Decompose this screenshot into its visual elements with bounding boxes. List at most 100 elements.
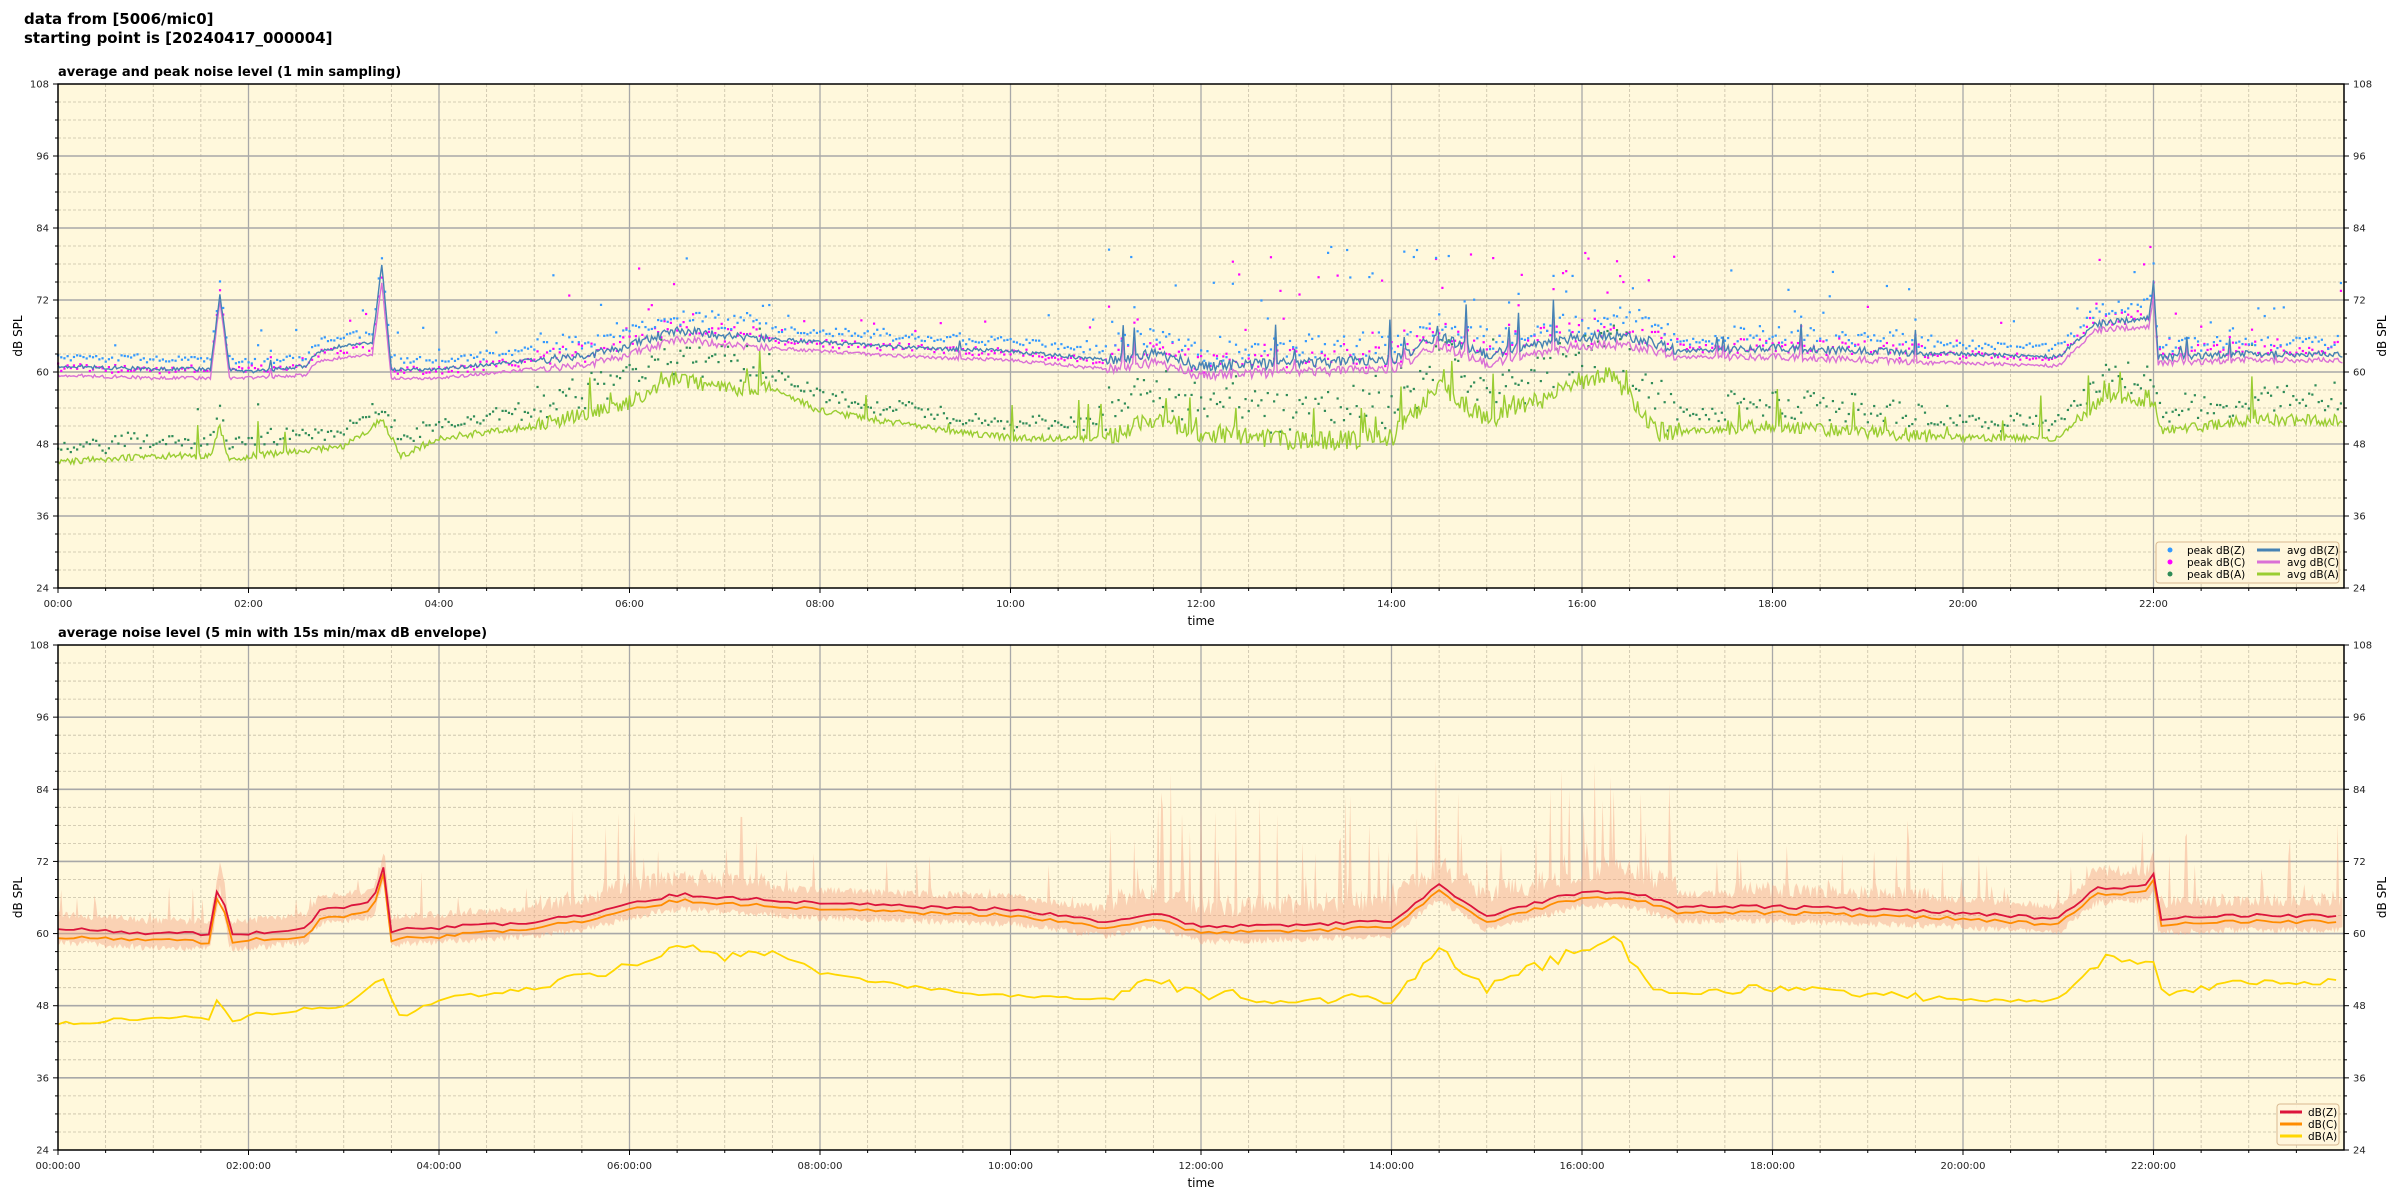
x-tick-label: 18:00: [1758, 599, 1787, 610]
peak-dba-point: [2073, 399, 2076, 403]
peak-dbz-point: [752, 320, 755, 323]
peak-dbc-point: [1374, 346, 1377, 349]
peak-dbc-point: [980, 352, 984, 355]
peak-dbc-point: [1704, 344, 1708, 347]
avg-dba-legend-label: avg dB(A): [2287, 569, 2339, 581]
peak-dba-point: [812, 394, 815, 397]
peak-dbc-point: [1657, 330, 1660, 333]
y-tick-label-right: 84: [2353, 224, 2366, 235]
peak-dbc-point: [552, 347, 555, 350]
peak-dbz-point: [1965, 347, 1968, 350]
peak-dbc-point: [2130, 315, 2133, 318]
peak-dbz-point: [374, 308, 377, 311]
peak-dbc-point: [1577, 324, 1581, 327]
peak-dbc-point: [590, 342, 593, 345]
peak-dbc-point: [1784, 343, 1787, 347]
peak-dbc-point: [1682, 343, 1685, 346]
peak-dbz-point: [1574, 315, 1577, 318]
peak-dbz-point: [895, 338, 898, 341]
peak-dbz-point: [1323, 343, 1327, 346]
peak-dba-point: [2311, 393, 2314, 396]
peak-dbz-point: [438, 348, 441, 351]
peak-dbz-point: [1749, 334, 1752, 337]
y-axis-label: dB SPL: [11, 315, 25, 357]
peak-dbc-point: [425, 371, 428, 374]
peak-dba-point: [863, 403, 866, 407]
peak-dbz-point: [844, 327, 847, 331]
peak-dbc-point: [1292, 347, 1295, 350]
peak-dbz-point: [1768, 337, 1771, 340]
peak-dba-point: [1727, 394, 1730, 397]
peak-dbz-point: [584, 342, 587, 345]
peak-dbz-point: [1371, 272, 1374, 275]
peak-dbz-point: [971, 339, 974, 343]
peak-dba-point: [1895, 421, 1898, 424]
peak-dba-point: [2273, 409, 2276, 412]
peak-dbz-point: [879, 334, 882, 337]
peak-dbc-point: [1568, 322, 1571, 325]
peak-dba-point: [2304, 404, 2308, 407]
peak-dba-point: [1060, 423, 1063, 427]
peak-dbz-point: [1720, 336, 1723, 339]
peak-dbc-point: [622, 336, 625, 339]
peak-dbc-point: [672, 283, 676, 286]
peak-dbc-point: [1111, 352, 1114, 355]
peak-dbc-point: [358, 342, 361, 345]
peak-dbc-point: [2146, 317, 2149, 320]
peak-dbz-point: [1038, 339, 1041, 342]
peak-dba-point: [2174, 408, 2177, 411]
peak-dba-point: [692, 361, 695, 364]
peak-dbz-point: [1422, 326, 1425, 329]
peak-dba-point: [739, 379, 742, 382]
peak-dbz-point: [803, 331, 806, 335]
peak-dbz-point: [2076, 307, 2079, 310]
peak-dbz-point: [1073, 348, 1076, 351]
peak-dbz-point: [606, 334, 609, 337]
peak-dba-point: [495, 407, 498, 410]
peak-dbc-point: [1507, 323, 1511, 326]
peak-dbc-point: [1225, 352, 1228, 355]
x-tick-label: 16:00: [1568, 599, 1597, 610]
peak-dbc-point: [758, 334, 761, 337]
peak-dbz-point: [838, 332, 841, 336]
peak-dbz-point: [1025, 338, 1028, 341]
peak-dba-point: [1733, 392, 1736, 396]
peak-dbc-point: [961, 347, 965, 351]
peak-dbc-point: [1285, 366, 1288, 369]
peak-dba-point: [533, 408, 536, 411]
peak-dbc-point: [1349, 354, 1352, 357]
legend-box: [2155, 541, 2340, 584]
peak-dbz-point: [1085, 340, 1088, 343]
peak-dbz-point: [1298, 354, 1301, 357]
peak-dba-point: [1304, 396, 1307, 399]
peak-dbc-point: [377, 295, 380, 298]
peak-dba-point: [1819, 401, 1822, 404]
figure-title: data from [5006/mic0] starting point is …: [24, 10, 332, 48]
peak-dbz-point: [244, 357, 247, 361]
peak-dbc-point: [1041, 355, 1044, 359]
peak-dbz-point: [1577, 330, 1581, 334]
peak-dbz-point: [1822, 311, 1825, 314]
peak-dbz-point: [1590, 332, 1593, 335]
peak-dbc-point: [815, 342, 819, 345]
peak-dbc-point: [1190, 369, 1193, 372]
peak-dbz-point: [1634, 320, 1638, 323]
peak-dbc-point: [2254, 340, 2257, 343]
peak-dbz-point: [1473, 298, 1476, 301]
x-tick-label: 22:00:00: [2131, 1161, 2176, 1172]
peak-dbc-point: [1673, 255, 1676, 258]
peak-dbz-point: [1041, 343, 1044, 346]
peak-dbz-point: [1927, 339, 1930, 342]
peak-dbc-point: [1571, 330, 1574, 334]
peak-dbz-point: [1117, 332, 1120, 335]
peak-dbz-point: [2314, 336, 2317, 339]
peak-dbc-point: [1368, 350, 1371, 353]
peak-dbc-point: [892, 348, 895, 351]
peak-dba-point: [952, 418, 955, 421]
peak-dba-point: [1387, 405, 1390, 409]
peak-dbz-point: [1615, 315, 1619, 318]
peak-dba-point: [1835, 410, 1838, 413]
peak-dbc-point: [1469, 253, 1473, 256]
peak-dbc-point: [625, 327, 628, 330]
peak-dba-point: [1777, 398, 1781, 402]
